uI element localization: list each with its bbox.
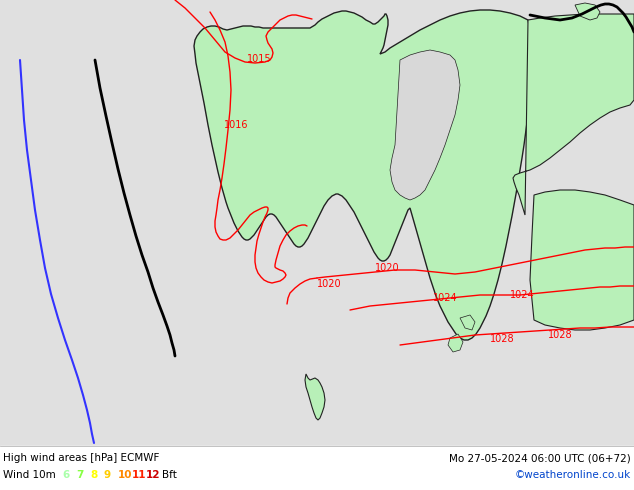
Text: 12: 12 [146,470,160,480]
Text: 1016: 1016 [224,120,249,130]
Text: 8: 8 [90,470,97,480]
Text: 6: 6 [62,470,69,480]
Text: High wind areas [hPa] ECMWF: High wind areas [hPa] ECMWF [3,453,159,463]
Polygon shape [460,315,475,330]
Polygon shape [530,190,634,330]
Polygon shape [513,14,634,215]
Polygon shape [390,50,460,200]
Polygon shape [448,334,463,352]
Text: 1020: 1020 [317,279,342,289]
Text: ©weatheronline.co.uk: ©weatheronline.co.uk [515,470,631,480]
Polygon shape [575,3,600,20]
Text: 1015: 1015 [247,54,271,64]
Text: Bft: Bft [162,470,177,480]
Bar [0,446,634,490]
Polygon shape [305,374,325,420]
Text: Wind 10m: Wind 10m [3,470,56,480]
Text: 9: 9 [104,470,111,480]
Text: 7: 7 [76,470,84,480]
Text: 1024: 1024 [510,290,534,300]
Text: 1024: 1024 [433,293,458,303]
Text: 11: 11 [132,470,146,480]
Text: 1028: 1028 [548,330,573,340]
Polygon shape [194,10,532,340]
Text: 1020: 1020 [375,263,399,273]
Text: 1028: 1028 [490,334,515,344]
Text: Mo 27-05-2024 06:00 UTC (06+72): Mo 27-05-2024 06:00 UTC (06+72) [450,453,631,463]
Text: 10: 10 [118,470,133,480]
